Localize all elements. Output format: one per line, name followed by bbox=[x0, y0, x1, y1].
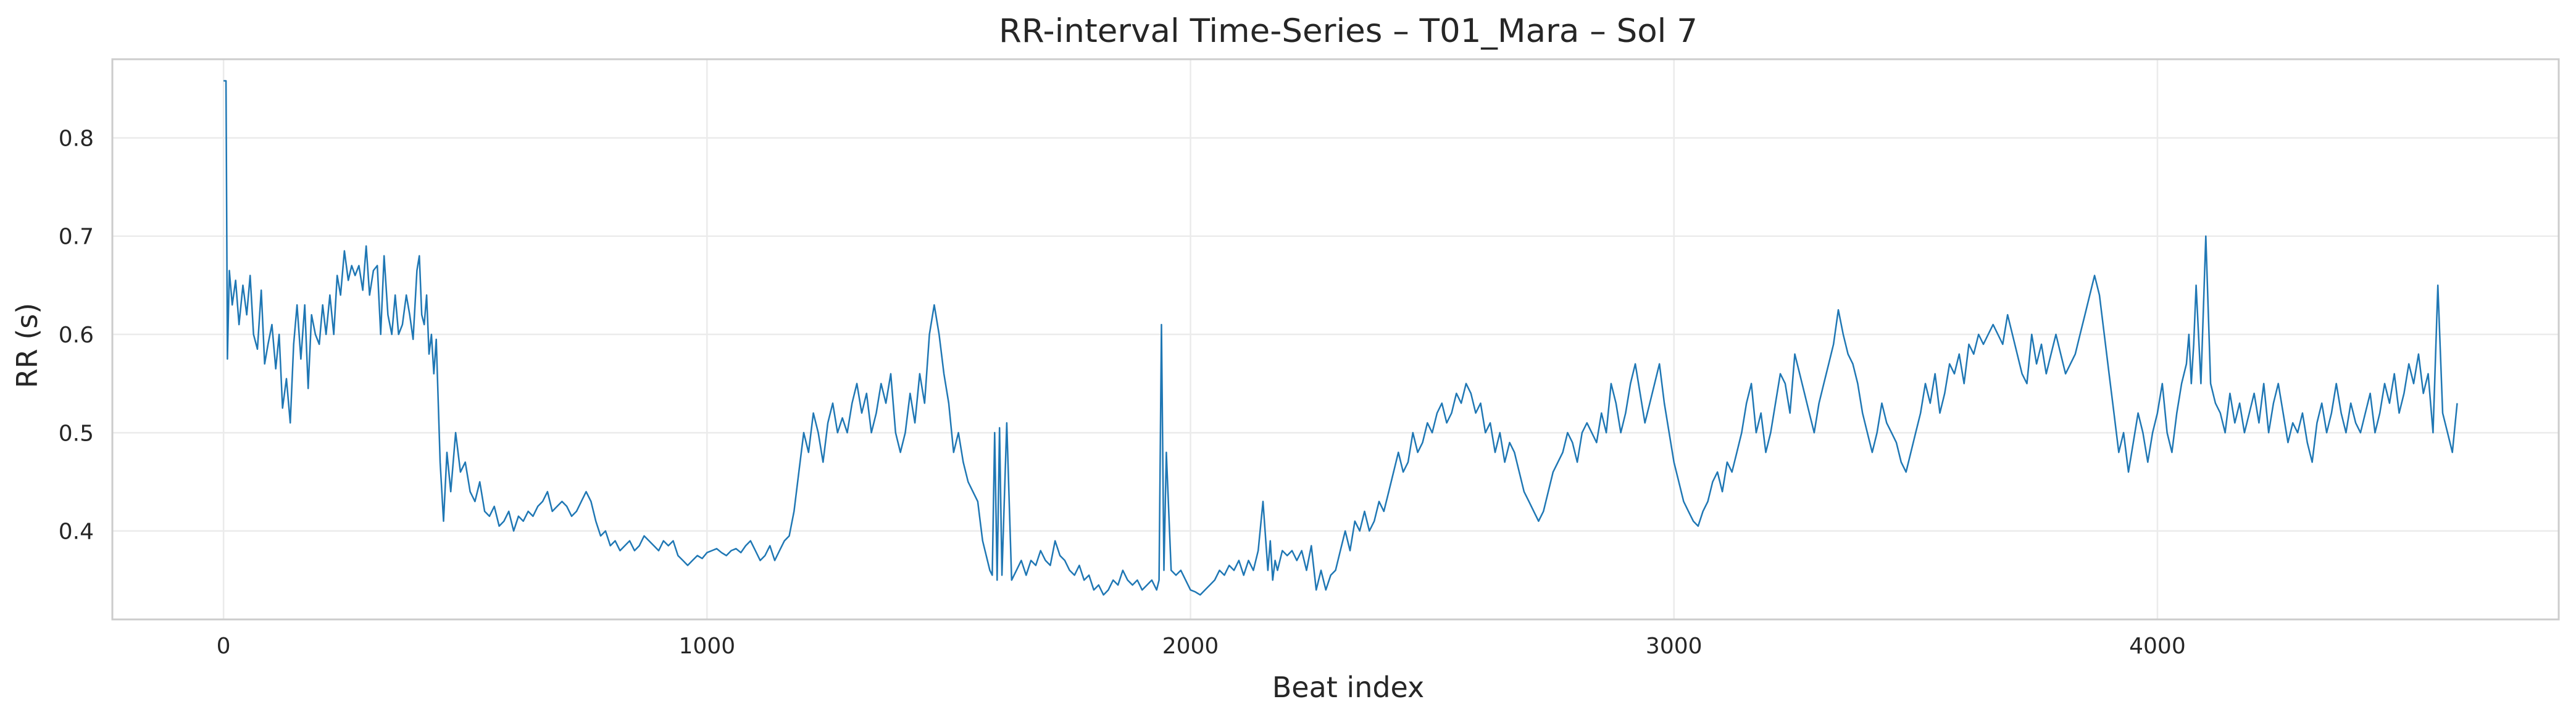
y-tick-label: 0.6 bbox=[59, 323, 94, 348]
y-tick-label: 0.8 bbox=[59, 126, 94, 151]
x-axis-label: Beat index bbox=[1272, 671, 1425, 704]
x-tick-label: 2000 bbox=[1162, 634, 1219, 659]
y-tick-label: 0.4 bbox=[59, 519, 94, 545]
plot-frame bbox=[111, 58, 2560, 621]
x-tick-label: 0 bbox=[217, 634, 231, 659]
y-tick-label: 0.5 bbox=[59, 421, 94, 446]
y-gridlines bbox=[112, 137, 2559, 532]
x-gridlines bbox=[222, 59, 2159, 619]
x-tick-label: 3000 bbox=[1646, 634, 1703, 659]
x-tick-labels: 0 1000 2000 3000 4000 bbox=[217, 634, 2186, 659]
y-tick-label: 0.7 bbox=[59, 225, 94, 250]
rr-series-line bbox=[223, 80, 2458, 596]
y-axis-label: RR (s) bbox=[10, 303, 44, 388]
x-tick-label: 4000 bbox=[2129, 634, 2186, 659]
x-tick-label: 1000 bbox=[679, 634, 736, 659]
y-tick-labels: 0.4 0.5 0.6 0.7 0.8 bbox=[59, 126, 94, 544]
chart-title: RR-interval Time-Series – T01_Mara – Sol… bbox=[999, 12, 1698, 50]
